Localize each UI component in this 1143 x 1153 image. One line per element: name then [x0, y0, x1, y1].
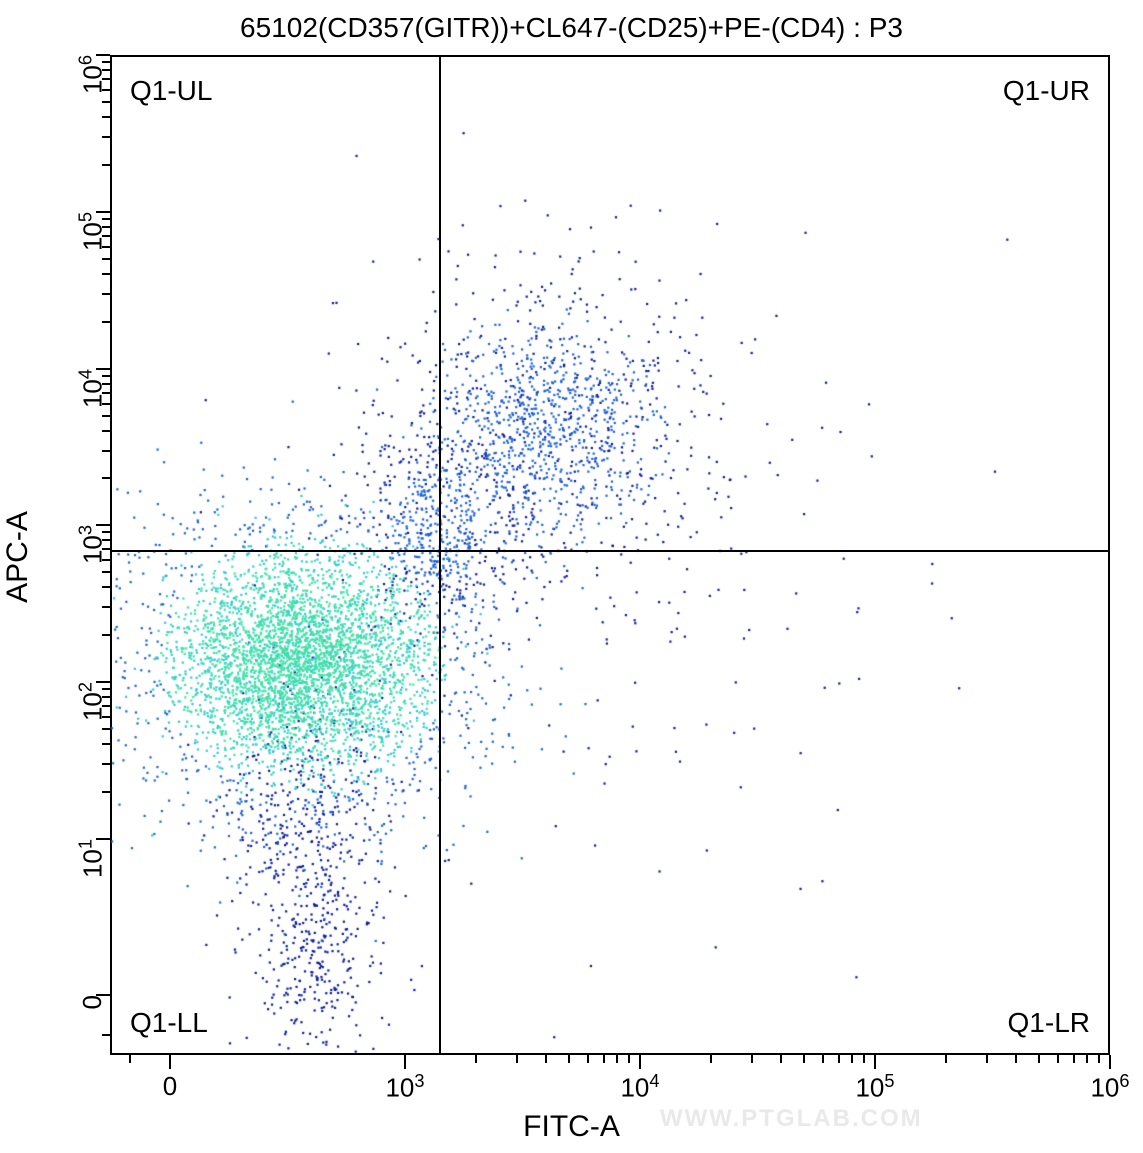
x-tick-major — [1109, 1055, 1111, 1069]
y-tick-minor — [102, 743, 110, 745]
y-tick-minor — [102, 559, 110, 561]
y-tick-minor — [102, 450, 110, 452]
x-tick-minor — [863, 1055, 865, 1063]
x-tick-minor — [1098, 1055, 1100, 1063]
x-tick-label: 0 — [163, 1071, 177, 1102]
y-tick-minor — [102, 571, 110, 573]
y-tick-minor — [102, 539, 110, 541]
x-tick-minor — [129, 1055, 131, 1063]
quadrant-label-ur: Q1-UR — [1003, 75, 1090, 107]
y-tick-minor — [102, 69, 110, 71]
y-tick-label: 0 — [77, 995, 108, 1009]
y-tick-minor — [102, 61, 110, 63]
watermark: WWW.PTGLAB.COM — [660, 1105, 923, 1133]
x-tick-label: 104 — [620, 1071, 659, 1104]
y-tick-minor — [102, 321, 110, 323]
x-tick-minor — [803, 1055, 805, 1063]
y-tick-minor — [102, 763, 110, 765]
y-axis-label: APC-A — [1, 457, 35, 657]
y-tick-minor — [102, 235, 110, 237]
x-tick-minor — [945, 1055, 947, 1063]
x-tick-minor — [568, 1055, 570, 1063]
y-tick-minor — [102, 728, 110, 730]
x-tick-minor — [822, 1055, 824, 1063]
x-tick-minor — [986, 1055, 988, 1063]
x-tick-major — [169, 1055, 171, 1069]
y-tick-minor — [102, 606, 110, 608]
x-tick-minor — [628, 1055, 630, 1063]
y-tick-minor — [102, 226, 110, 228]
y-tick-minor — [102, 705, 110, 707]
y-tick-minor — [102, 164, 110, 166]
y-tick-minor — [102, 273, 110, 275]
x-tick-major — [404, 1055, 406, 1069]
x-tick-minor — [1086, 1055, 1088, 1063]
y-tick-minor — [102, 78, 110, 80]
y-tick-minor — [102, 791, 110, 793]
x-tick-minor — [751, 1055, 753, 1063]
x-tick-major — [639, 1055, 641, 1069]
quadrant-label-lr: Q1-LR — [1008, 1007, 1090, 1039]
y-tick-minor — [102, 548, 110, 550]
y-tick-minor — [102, 293, 110, 295]
y-tick-minor — [102, 246, 110, 248]
scatter-canvas — [110, 55, 1110, 1055]
chart-title: 65102(CD357(GITR))+CL647-(CD25)+PE-(CD4)… — [0, 12, 1143, 44]
x-tick-minor — [780, 1055, 782, 1063]
x-tick-minor — [851, 1055, 853, 1063]
y-tick-minor — [102, 116, 110, 118]
y-tick-label: 101 — [76, 839, 109, 878]
quadrant-line-vertical — [439, 55, 441, 1055]
y-tick-minor — [102, 531, 110, 533]
y-tick-minor — [102, 375, 110, 377]
quadrant-label-ll: Q1-LL — [130, 1007, 208, 1039]
x-axis-label: FITC-A — [0, 1110, 1143, 1144]
quadrant-label-ul: Q1-UL — [130, 75, 212, 107]
y-tick-minor — [102, 136, 110, 138]
y-tick-minor — [102, 89, 110, 91]
y-tick-minor — [102, 415, 110, 417]
y-tick-minor — [102, 392, 110, 394]
quadrant-line-horizontal — [110, 550, 1110, 552]
y-tick-minor — [102, 696, 110, 698]
x-tick-minor — [838, 1055, 840, 1063]
x-tick-minor — [603, 1055, 605, 1063]
x-tick-label: 106 — [1090, 1071, 1129, 1104]
x-tick-minor — [616, 1055, 618, 1063]
y-tick-minor — [102, 383, 110, 385]
y-tick-minor — [102, 634, 110, 636]
x-tick-major — [874, 1055, 876, 1069]
x-tick-minor — [545, 1055, 547, 1063]
x-tick-minor — [1015, 1055, 1017, 1063]
x-tick-minor — [516, 1055, 518, 1063]
y-tick-minor — [102, 716, 110, 718]
x-tick-minor — [1057, 1055, 1059, 1063]
y-tick-minor — [102, 430, 110, 432]
x-tick-label: 105 — [855, 1071, 894, 1104]
y-tick-minor — [102, 477, 110, 479]
y-tick-minor — [102, 1034, 110, 1036]
x-tick-minor — [475, 1055, 477, 1063]
x-tick-minor — [587, 1055, 589, 1063]
x-tick-minor — [710, 1055, 712, 1063]
x-tick-label: 103 — [385, 1071, 424, 1104]
y-tick-minor — [102, 218, 110, 220]
x-tick-minor — [1038, 1055, 1040, 1063]
y-tick-minor — [102, 101, 110, 103]
y-tick-minor — [102, 258, 110, 260]
x-tick-minor — [1073, 1055, 1075, 1063]
y-tick-minor — [102, 403, 110, 405]
y-tick-minor — [102, 586, 110, 588]
y-tick-minor — [102, 688, 110, 690]
